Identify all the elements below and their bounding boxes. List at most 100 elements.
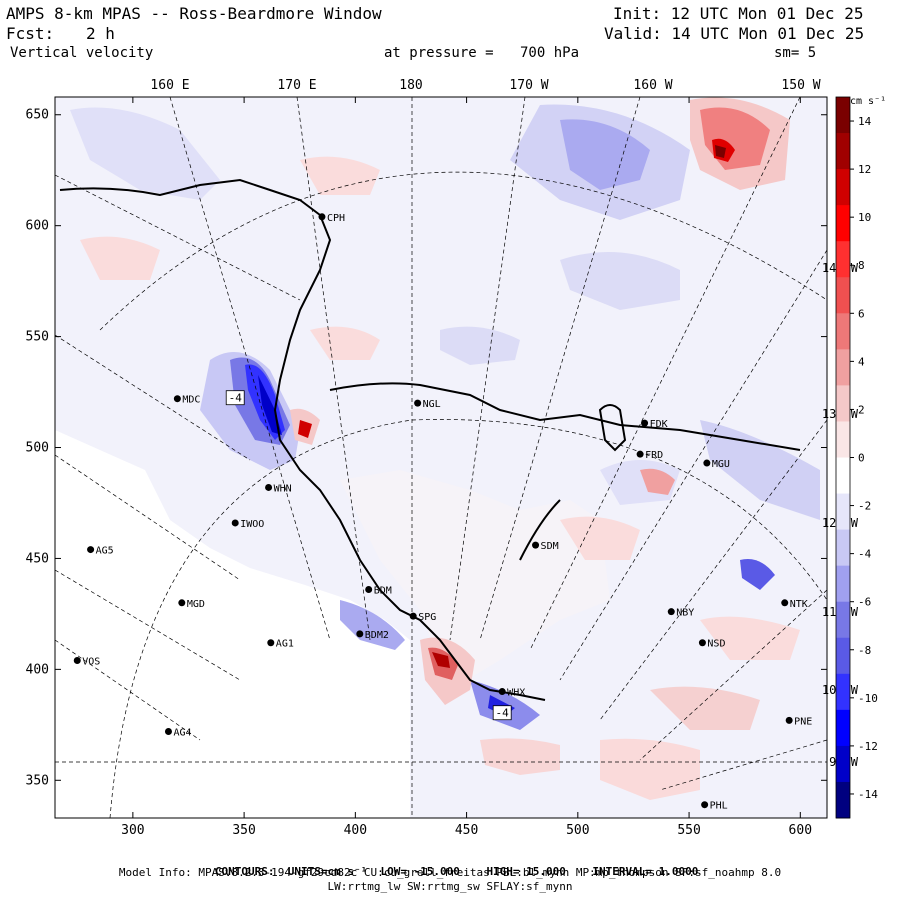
pressure-value: 700 hPa xyxy=(520,45,580,61)
station-marker xyxy=(409,612,417,620)
station-label: MDC xyxy=(182,395,200,406)
footer-high: HIGH= 15.000 xyxy=(486,865,566,878)
colorbar-swatch xyxy=(836,97,850,134)
footer-units: UNITS=cm s⁻¹ xyxy=(287,865,368,878)
lon-label: 150 W xyxy=(781,78,820,93)
station-label: NTK xyxy=(790,599,808,610)
station-marker xyxy=(498,688,506,696)
colorbar-swatch xyxy=(836,421,850,458)
pressure-label: at pressure = xyxy=(384,45,494,61)
colorbar: 14 12 10 8 6 4 2 0 -2 -4 -6 -8 -10 -12 -14 xyxy=(835,96,878,819)
station-label: SPG xyxy=(418,612,436,623)
lon-label: 160 E xyxy=(150,78,189,93)
colorbar-swatch xyxy=(836,241,850,278)
colorbar-swatch xyxy=(836,385,850,422)
field-name: Vertical velocity xyxy=(10,45,154,61)
y-tick-label: 400 xyxy=(26,662,49,677)
station-marker xyxy=(636,450,644,458)
colorbar-label: 2 xyxy=(858,403,865,416)
colorbar-swatch xyxy=(836,529,850,567)
station-label: SDM xyxy=(541,541,559,552)
colorbar-swatch xyxy=(836,457,850,495)
colorbar-swatch xyxy=(836,349,850,386)
station-label: CPH xyxy=(327,213,345,224)
colorbar-label: -8 xyxy=(858,644,871,657)
colorbar-label: 10 xyxy=(858,211,871,224)
station-label: BDM xyxy=(374,585,392,596)
station-marker xyxy=(414,399,422,407)
station-marker xyxy=(87,546,95,554)
top-longitude-labels: 160 E 170 E 180 170 W 160 W 150 W xyxy=(150,78,820,93)
y-tick-label: 350 xyxy=(26,773,49,788)
y-tick-label: 650 xyxy=(26,108,49,123)
colorbar-swatch xyxy=(836,205,850,242)
station-label: VOS xyxy=(82,656,100,667)
footer-model-info: Model Info: MPASv8.2.3-194-gf29cd82c CU:… xyxy=(118,866,782,879)
colorbar-label: 0 xyxy=(858,452,865,465)
station-label: NBY xyxy=(676,608,694,619)
y-tick-label: 550 xyxy=(26,330,49,345)
colorbar-swatch xyxy=(836,313,850,350)
x-tick-label: 550 xyxy=(677,823,700,838)
lon-label: 160 W xyxy=(633,78,672,93)
station-label: NGL xyxy=(423,399,441,410)
station-marker xyxy=(781,599,789,607)
station-label: AG5 xyxy=(96,546,114,557)
station-marker xyxy=(267,639,275,647)
colorbar-swatch xyxy=(836,745,850,783)
station-marker xyxy=(532,541,540,549)
colorbar-swatch xyxy=(836,493,850,531)
x-axis: 300 350 400 450 500 550 600 xyxy=(121,97,812,838)
colorbar-unit: cm s⁻¹ xyxy=(850,96,886,107)
footer-low: LOW= -15.000 xyxy=(380,865,460,878)
station-marker xyxy=(231,519,239,527)
lon-label: 170 E xyxy=(277,78,316,93)
footer-physics: LW:rrtmg_lw SW:rrtmg_sw SFLAY:sf_mynn xyxy=(327,880,573,893)
station-marker xyxy=(173,395,181,403)
station-marker xyxy=(785,716,793,724)
colorbar-swatch xyxy=(836,673,850,711)
footer-interval: INTERVAL= 1.0000 xyxy=(592,865,699,878)
contour-label: -4 xyxy=(496,707,510,720)
colorbar-label: -2 xyxy=(858,500,871,513)
y-tick-label: 450 xyxy=(26,551,49,566)
footer-contours: CONTOURS: UNITS=cm s⁻¹ LOW= -15.000 HIGH… xyxy=(0,852,900,878)
colorbar-swatch xyxy=(836,133,850,170)
plot-frame xyxy=(54,96,828,819)
y-tick-label: 500 xyxy=(26,441,49,456)
colorbar-label: 4 xyxy=(858,355,865,368)
station-marker xyxy=(667,608,675,616)
footer-contours-label: CONTOURS: xyxy=(214,865,275,878)
station-marker xyxy=(698,639,706,647)
x-tick-label: 450 xyxy=(455,823,478,838)
colorbar-label: -10 xyxy=(858,692,878,705)
x-tick-label: 600 xyxy=(789,823,812,838)
colorbar-swatch xyxy=(836,565,850,603)
station-marker xyxy=(265,483,273,491)
smoothing-label: sm= 5 xyxy=(774,45,817,61)
colorbar-label: -6 xyxy=(858,596,871,609)
init-time: Init: 12 UTC Mon 01 Dec 25 xyxy=(613,4,864,23)
station-marker xyxy=(73,656,81,664)
valid-time: Valid: 14 UTC Mon 01 Dec 25 xyxy=(604,24,865,43)
station-marker xyxy=(641,419,649,427)
graticule xyxy=(55,97,827,818)
colorbar-label: -12 xyxy=(858,740,878,753)
map-title: AMPS 8-km MPAS -- Ross-Beardmore Window xyxy=(6,4,382,23)
colorbar-label: 14 xyxy=(858,115,872,128)
forecast-label: Fcst: xyxy=(6,24,55,43)
forecast-value: 2 h xyxy=(86,24,115,43)
x-tick-label: 400 xyxy=(344,823,367,838)
colorbar-label: 6 xyxy=(858,307,865,320)
lon-label: 170 W xyxy=(509,78,548,93)
station-label: MGU xyxy=(712,459,730,470)
y-axis: 350 400 450 500 550 600 650 xyxy=(26,108,827,788)
station-marker xyxy=(178,599,186,607)
station-label: NSD xyxy=(707,639,725,650)
contour-label-box xyxy=(225,390,245,406)
station-label: BDM2 xyxy=(365,630,389,641)
x-tick-label: 500 xyxy=(566,823,589,838)
station-label: PNE xyxy=(794,716,812,727)
colorbar-label: -14 xyxy=(858,788,878,801)
